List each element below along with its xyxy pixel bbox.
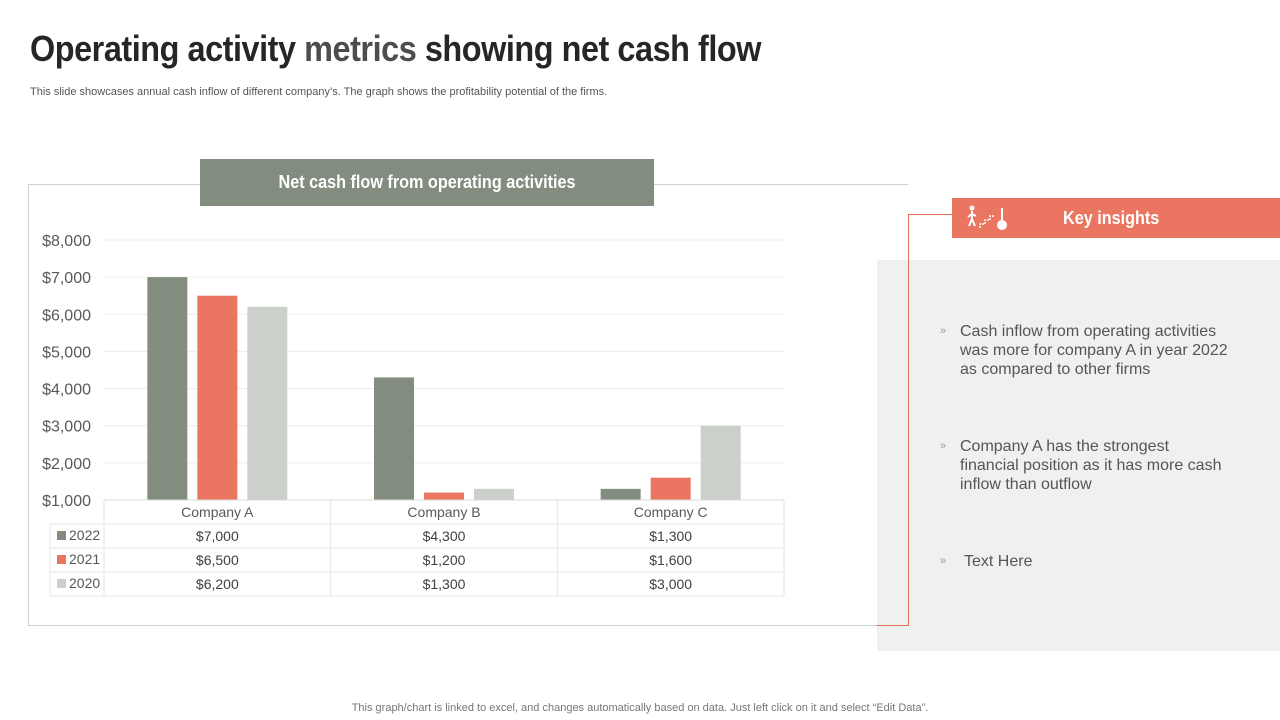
bar: [474, 488, 514, 500]
page-title: Operating activity metrics showing net c…: [30, 28, 762, 69]
insight-text: Text Here: [964, 553, 1033, 570]
connector-line: [908, 214, 952, 215]
insight-item: » Cash inflow from operating activities …: [940, 322, 1230, 379]
legend-label: 2020: [69, 575, 100, 591]
legend-swatch: [57, 579, 66, 588]
bar: [600, 488, 641, 500]
data-label: $1,200: [423, 552, 466, 568]
y-tick-label: $7,000: [42, 270, 91, 287]
data-label: $3,000: [649, 576, 692, 592]
bullet-icon: »: [940, 325, 947, 337]
y-tick-label: $3,000: [42, 419, 91, 436]
bar: [650, 477, 691, 500]
data-label: $4,300: [423, 528, 466, 544]
growth-steps-icon: [967, 205, 1007, 230]
category-label: Company A: [181, 504, 254, 520]
data-label: $1,300: [423, 576, 466, 592]
category-label: Company C: [634, 504, 708, 520]
insight-item: » Company A has the strongest financial …: [940, 437, 1230, 494]
connector-line: [877, 625, 909, 626]
bullet-icon: »: [940, 440, 947, 452]
bar: [374, 377, 414, 500]
bar: [197, 295, 238, 500]
legend-label: 2021: [69, 551, 100, 567]
y-tick-label: $8,000: [42, 233, 91, 250]
insights-panel: [877, 260, 1280, 651]
category-label: Company B: [407, 504, 480, 520]
bar: [424, 492, 464, 500]
data-label: $6,200: [196, 576, 239, 592]
y-tick-label: $2,000: [42, 456, 91, 473]
y-tick-label: $5,000: [42, 344, 91, 361]
bar: [700, 425, 741, 500]
insights-title: Key insights: [1063, 208, 1160, 228]
footer-note: This graph/chart is linked to excel, and…: [351, 702, 929, 714]
y-tick-label: $1,000: [42, 493, 91, 510]
legend-swatch: [57, 531, 66, 540]
insight-item: » Text Here: [940, 552, 1230, 571]
bar: [247, 306, 288, 500]
bar: [147, 277, 188, 500]
data-label: $1,300: [649, 528, 692, 544]
y-tick-label: $6,000: [42, 307, 91, 324]
data-label: $7,000: [196, 528, 239, 544]
connector-line: [908, 214, 909, 626]
insight-text: Cash inflow from operating activities wa…: [960, 323, 1228, 378]
chart-header: Net cash flow from operating activities: [200, 159, 654, 206]
insights-header: Key insights: [952, 198, 1280, 238]
legend-label: 2022: [69, 527, 100, 543]
data-label: $6,500: [196, 552, 239, 568]
y-tick-label: $4,000: [42, 382, 91, 399]
page-subtitle: This slide showcases annual cash inflow …: [30, 86, 608, 98]
bar-chart[interactable]: $1,000 $2,000 $3,000 $4,000 $5,000 $6,000 $7,0…: [0, 0, 880, 640]
bullet-icon: »: [940, 555, 947, 567]
data-label: $1,600: [649, 552, 692, 568]
insight-text: Company A has the strongest financial po…: [960, 438, 1222, 493]
legend-swatch: [57, 555, 66, 564]
